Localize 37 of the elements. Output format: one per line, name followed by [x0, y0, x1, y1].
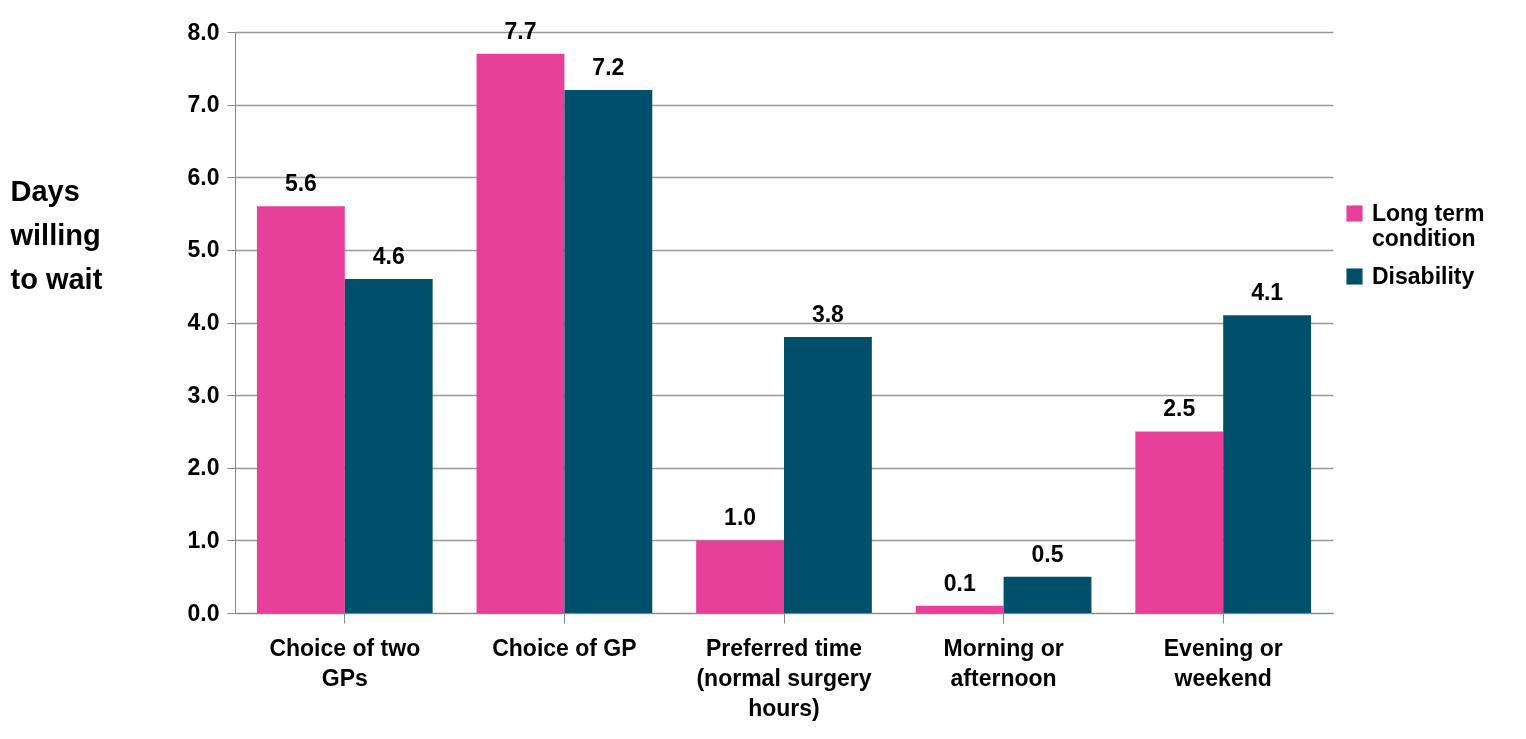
- data-label: 0.5: [1031, 540, 1064, 567]
- data-label: 0.1: [943, 569, 976, 596]
- bar: [256, 206, 345, 613]
- x-tick-label: Preferred time (normal surgery hours): [696, 634, 872, 721]
- data-label: 4.6: [372, 242, 405, 269]
- bar: [696, 540, 784, 613]
- bar: [915, 605, 1004, 613]
- data-label: 3.8: [811, 301, 845, 328]
- bar: [1003, 576, 1092, 613]
- x-tick-label: Morning or afternoon: [943, 634, 1064, 691]
- y-tick-label: 5.0: [187, 236, 220, 263]
- x-tick-label: Choice of GP: [492, 634, 637, 661]
- y-tick-label: 4.0: [187, 309, 220, 335]
- bar: [1135, 431, 1224, 613]
- data-label: 7.7: [504, 17, 537, 44]
- legend-label: Long term condition: [1372, 199, 1485, 251]
- data-label: 5.6: [284, 170, 317, 197]
- x-tick-label: Evening or weekend: [1163, 634, 1283, 691]
- y-tick-label: 8.0: [187, 18, 220, 45]
- data-label: 7.2: [592, 54, 625, 81]
- data-label: 2.5: [1163, 395, 1196, 422]
- y-tick-label: 0.0: [187, 599, 220, 626]
- data-label: 1.0: [724, 504, 757, 531]
- data-label: 4.1: [1251, 279, 1284, 306]
- y-tick-label: 1.0: [187, 526, 220, 553]
- y-axis-title: Days willing to wait: [9, 174, 103, 295]
- y-tick-label: 2.0: [187, 454, 220, 481]
- bar: [1223, 315, 1312, 613]
- y-tick-label: 7.0: [187, 91, 220, 118]
- y-tick-label: 3.0: [187, 381, 220, 408]
- bar: [784, 337, 872, 613]
- bar: [344, 278, 433, 613]
- y-tick-label: 6.0: [187, 163, 220, 190]
- x-tick-label: Choice of two GPs: [269, 634, 421, 691]
- bar: [564, 90, 653, 613]
- legend-label: Disability: [1372, 262, 1475, 289]
- bar: [476, 53, 565, 613]
